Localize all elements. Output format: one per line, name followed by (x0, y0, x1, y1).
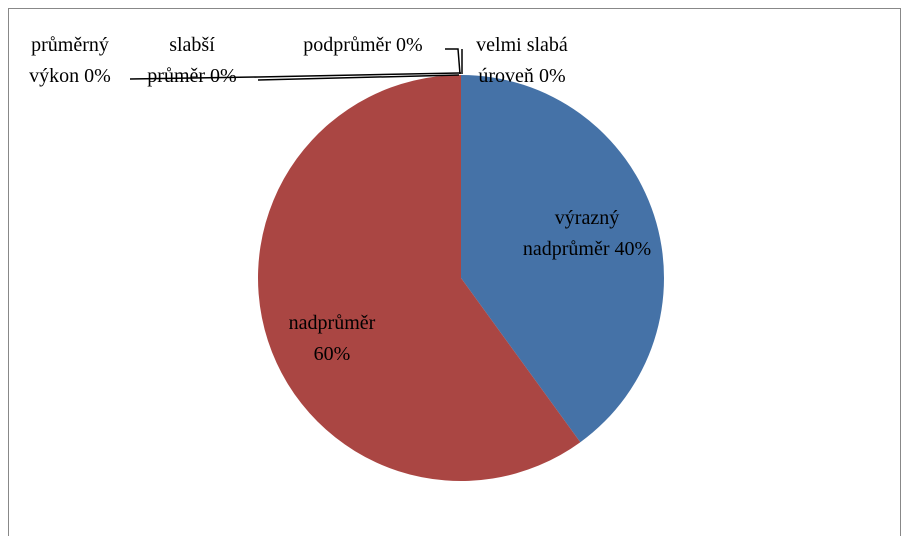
label-value: 0% (84, 65, 111, 87)
label-category: nadprůměr (288, 312, 376, 334)
leader-line (445, 48, 461, 75)
label-value: 0% (396, 34, 423, 56)
label-value: 0% (538, 65, 566, 87)
data-label: slabší průměr 0% (140, 30, 245, 92)
label-value: 40% (614, 238, 652, 260)
data-label: nadprůměr 60% (272, 308, 392, 370)
label-category: velmi slabá úroveň (476, 34, 568, 87)
leader-line (257, 74, 460, 81)
data-label: výrazný nadprůměr 40% (522, 203, 652, 265)
label-value: 60% (313, 343, 351, 365)
pie-slice (461, 75, 664, 443)
label-category: podprůměr (303, 34, 392, 56)
label-category: výrazný nadprůměr (522, 207, 620, 260)
pie-slice (258, 75, 581, 482)
data-label: velmi slabá úroveň 0% (457, 30, 587, 92)
data-label: průměrný výkon 0% (15, 30, 125, 92)
label-category: slabší průměr (147, 34, 215, 87)
label-value: 0% (210, 65, 237, 87)
data-label: podprůměr 0% (283, 30, 443, 61)
label-category: průměrný výkon (29, 34, 109, 87)
